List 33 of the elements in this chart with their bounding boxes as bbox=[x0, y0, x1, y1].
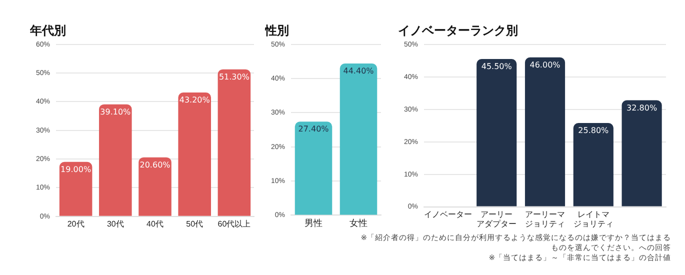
data-label: 32.80% bbox=[626, 103, 658, 112]
x-tick-label: アーリーマジョリティ bbox=[525, 210, 566, 228]
data-label: 45.50% bbox=[481, 62, 512, 72]
x-tick-label: レイトマジョリティ bbox=[573, 210, 614, 228]
x-tick-label: 60代以上 bbox=[218, 219, 251, 228]
bar bbox=[524, 57, 566, 206]
data-label: 46.00% bbox=[530, 60, 561, 70]
data-label: 39.10% bbox=[100, 107, 132, 116]
x-tick-label: 男性 bbox=[304, 218, 323, 228]
bar bbox=[476, 59, 517, 206]
bar bbox=[573, 123, 614, 206]
data-label: 27.40% bbox=[298, 124, 330, 134]
x-tick-label: 20代 bbox=[67, 219, 84, 228]
data-label: 43.20% bbox=[179, 96, 210, 105]
chart-title: 年代別 bbox=[29, 23, 66, 38]
bar bbox=[59, 162, 92, 216]
chart-title: イノベーターランク別 bbox=[398, 23, 518, 38]
data-label: 51.30% bbox=[218, 72, 250, 82]
bar bbox=[622, 100, 662, 206]
x-tick-label: 女性 bbox=[350, 218, 368, 228]
bar bbox=[99, 104, 132, 216]
x-tick-label: 30代 bbox=[106, 219, 124, 228]
x-tick-label: 40代 bbox=[146, 219, 164, 228]
bar bbox=[218, 69, 251, 216]
data-label: 25.80% bbox=[578, 126, 610, 136]
bar bbox=[178, 92, 211, 216]
data-label: 19.00% bbox=[60, 165, 92, 174]
bar bbox=[138, 157, 172, 216]
x-tick-label: 50代 bbox=[186, 219, 204, 228]
x-tick-label: イノベーター bbox=[424, 210, 472, 219]
data-label: 44.40% bbox=[343, 66, 374, 76]
x-tick-label: アーリーアダプター bbox=[476, 210, 517, 228]
data-label: 20.60% bbox=[140, 160, 171, 170]
